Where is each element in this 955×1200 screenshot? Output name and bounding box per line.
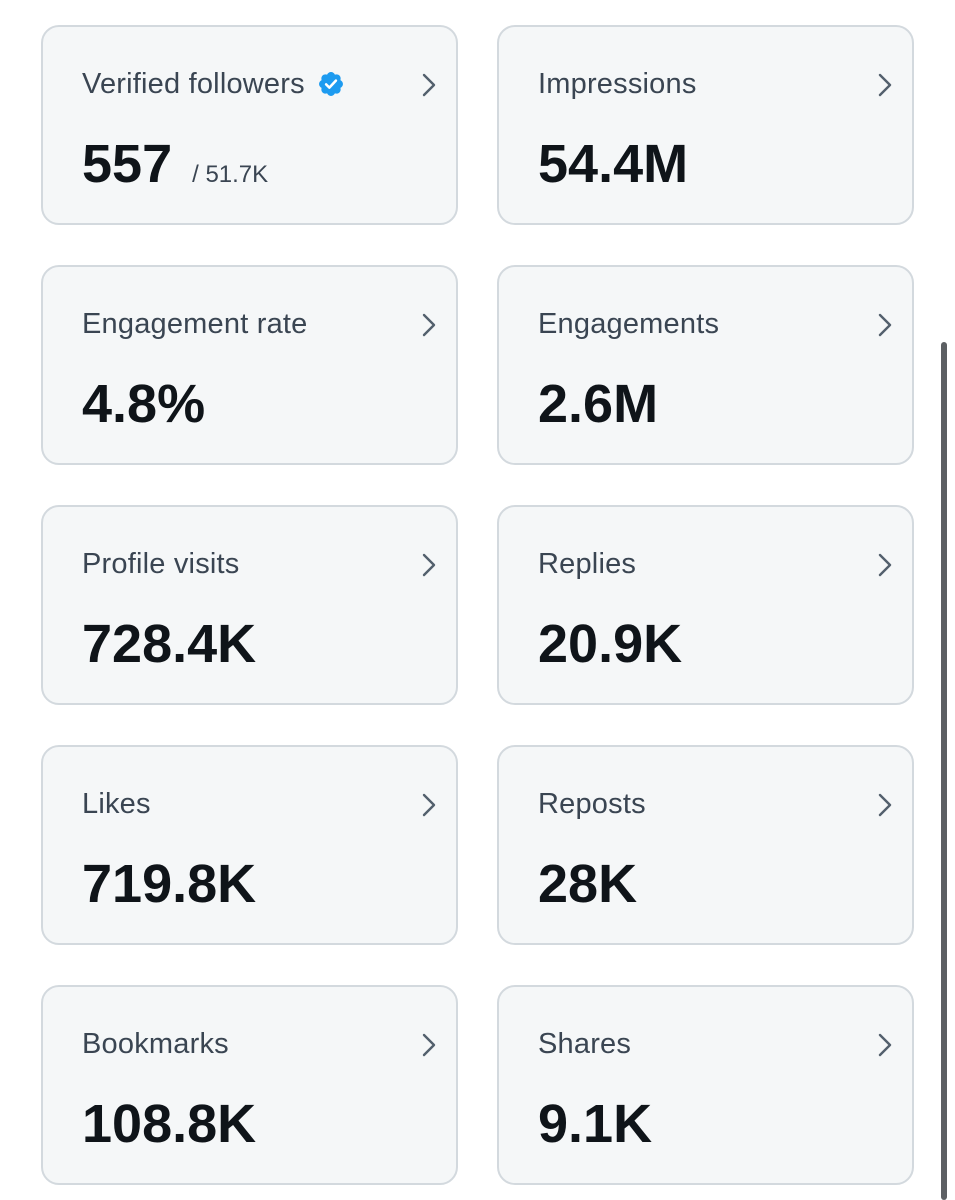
metric-card-profile-visits[interactable]: Profile visits 728.4K: [41, 505, 458, 705]
chevron-right-icon: [878, 553, 892, 577]
chevron-right-icon: [878, 73, 892, 97]
metric-card-reposts[interactable]: Reposts 28K: [497, 745, 914, 945]
metric-value: 9.1K: [538, 1094, 653, 1154]
metric-label: Profile visits: [82, 548, 240, 580]
scrollbar[interactable]: [941, 342, 947, 1200]
metric-value: 557: [82, 134, 173, 194]
metric-value: 28K: [538, 854, 638, 914]
metric-card-verified-followers[interactable]: Verified followers 557 / 51.7K: [41, 25, 458, 225]
metric-label: Verified followers: [82, 68, 305, 100]
chevron-right-icon: [878, 793, 892, 817]
metric-value: 20.9K: [538, 614, 683, 674]
metric-label: Reposts: [538, 788, 646, 820]
metric-label: Replies: [538, 548, 637, 580]
metric-card-replies[interactable]: Replies 20.9K: [497, 505, 914, 705]
metric-card-bookmarks[interactable]: Bookmarks 108.8K: [41, 985, 458, 1185]
metric-value: 4.8%: [82, 374, 206, 434]
metric-value: 719.8K: [82, 854, 257, 914]
chevron-right-icon: [422, 73, 436, 97]
metric-label: Engagements: [538, 308, 720, 340]
chevron-right-icon: [878, 313, 892, 337]
metric-card-impressions[interactable]: Impressions 54.4M: [497, 25, 914, 225]
metric-label-wrapper: Verified followers: [82, 67, 345, 101]
metric-label: Shares: [538, 1028, 632, 1060]
chevron-right-icon: [422, 313, 436, 337]
metric-total: / 51.7K: [192, 161, 269, 188]
chevron-right-icon: [878, 1033, 892, 1057]
metric-value: 54.4M: [538, 134, 689, 194]
metric-value: 108.8K: [82, 1094, 257, 1154]
verified-badge-icon: [318, 72, 343, 96]
metric-label: Impressions: [538, 68, 697, 100]
metrics-grid: Verified followers 557 / 51.7K Impressio…: [41, 25, 914, 1185]
metric-card-likes[interactable]: Likes 719.8K: [41, 745, 458, 945]
metric-label: Engagement rate: [82, 308, 308, 340]
metric-label: Bookmarks: [82, 1028, 229, 1060]
chevron-right-icon: [422, 793, 436, 817]
metric-card-shares[interactable]: Shares 9.1K: [497, 985, 914, 1185]
metric-value-wrapper: 557 / 51.7K: [82, 134, 268, 205]
chevron-right-icon: [422, 1033, 436, 1057]
chevron-right-icon: [422, 553, 436, 577]
metric-value: 2.6M: [538, 374, 659, 434]
metric-card-engagements[interactable]: Engagements 2.6M: [497, 265, 914, 465]
metric-card-engagement-rate[interactable]: Engagement rate 4.8%: [41, 265, 458, 465]
metric-label: Likes: [82, 788, 151, 820]
metric-value: 728.4K: [82, 614, 257, 674]
